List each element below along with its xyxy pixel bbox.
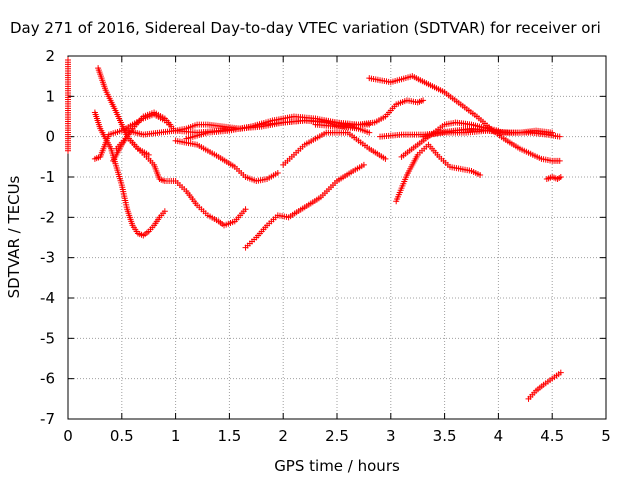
data-point [360, 161, 367, 168]
series-track-l [366, 73, 563, 164]
y-tick-label: 1 [45, 87, 55, 105]
data-point [557, 174, 564, 180]
data-point [477, 171, 484, 178]
x-tick-label: 3.5 [433, 427, 457, 445]
series-track-j [280, 129, 389, 168]
data-point [145, 151, 152, 158]
series-track-r [525, 369, 564, 402]
x-tick-label: 5 [601, 427, 611, 445]
data-point [549, 129, 556, 136]
grid-lines [68, 56, 606, 419]
data-point [167, 121, 174, 128]
x-tick-label: 4.5 [540, 427, 564, 445]
axis-ticks [67, 55, 607, 420]
x-tick-label: 2.5 [325, 427, 349, 445]
series-track-c [91, 109, 168, 239]
data-point [420, 97, 427, 104]
x-tick-label: 0.5 [110, 427, 134, 445]
series-track-p [420, 125, 556, 140]
data-point [556, 157, 563, 164]
series-track-i [242, 161, 367, 251]
x-tick-label: 0 [63, 427, 73, 445]
data-point [382, 155, 389, 162]
data-point [274, 169, 281, 176]
series-track-s [65, 57, 71, 154]
y-tick-labels: 2 1 0 -1 -2 -3 -4 -5 -6 -7 [40, 47, 55, 428]
x-tick-label: 4 [494, 427, 504, 445]
x-tick-labels: 0 0.5 1 1.5 2 2.5 3 3.5 4 4.5 5 [63, 427, 611, 445]
y-tick-label: -7 [40, 410, 55, 428]
y-tick-label: -3 [40, 249, 55, 267]
y-axis-label: SDTVAR / TECUs [5, 175, 23, 298]
chart-title: Day 271 of 2016, Sidereal Day-to-day VTE… [10, 19, 601, 37]
y-tick-label: -6 [40, 370, 55, 388]
series-track-e [95, 65, 152, 158]
x-tick-label: 1 [171, 427, 181, 445]
data-point [366, 129, 373, 136]
y-tick-label: -2 [40, 208, 55, 226]
x-tick-label: 1.5 [217, 427, 241, 445]
y-tick-label: 2 [45, 47, 55, 65]
x-tick-label: 2 [278, 427, 288, 445]
series-track-g [172, 137, 281, 185]
data-points [65, 57, 564, 402]
y-tick-label: -1 [40, 168, 55, 186]
y-tick-label: -5 [40, 329, 55, 347]
y-tick-label: 0 [45, 128, 55, 146]
data-point [161, 208, 168, 215]
data-point [65, 147, 71, 154]
data-point [557, 369, 564, 376]
y-tick-label: -4 [40, 289, 55, 307]
series-track-o [398, 119, 502, 160]
series-track-n [393, 141, 484, 205]
series-track-k [312, 97, 427, 130]
series-track-q [543, 174, 564, 183]
x-tick-label: 3 [386, 427, 396, 445]
data-point [556, 133, 563, 140]
x-axis-label: GPS time / hours [274, 457, 400, 475]
series-track-d [113, 133, 249, 229]
data-point [242, 206, 249, 213]
